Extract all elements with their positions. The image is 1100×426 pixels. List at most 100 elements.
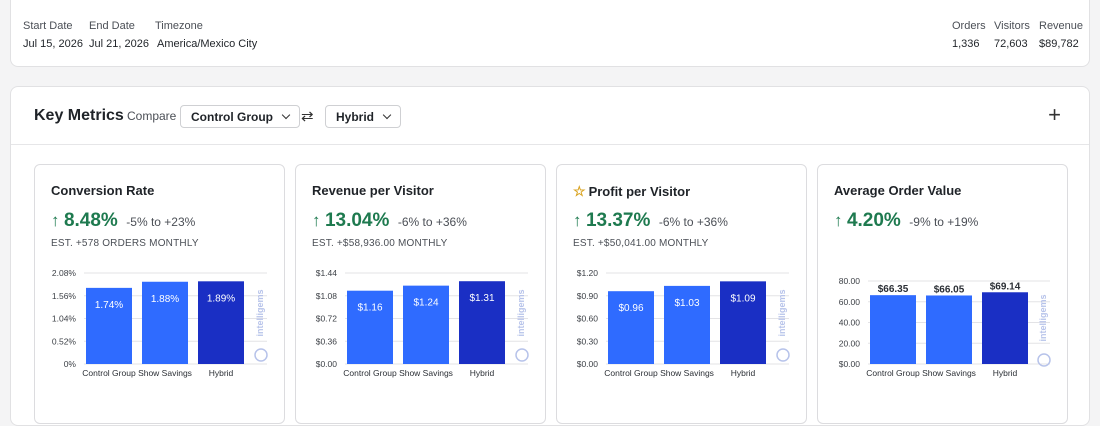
category-label: Show Savings — [399, 368, 453, 378]
key-metrics-header: Key Metrics Compare Control Group ⇄ Hybr… — [11, 87, 1089, 145]
end-date-label: End Date — [89, 20, 135, 32]
revenue-stat: Revenue $89,782 — [1039, 20, 1083, 50]
intelligems-watermark: intelligems — [777, 289, 787, 336]
y-tick-label: $0.60 — [577, 314, 599, 324]
key-metrics-card: Key Metrics Compare Control Group ⇄ Hybr… — [10, 86, 1090, 426]
y-tick-label: $0.72 — [316, 314, 338, 324]
arrow-up-icon: ↑ — [834, 211, 843, 230]
y-tick-label: $0.00 — [316, 359, 338, 369]
metric-lift: ↑ 13.37% -6% to +36% — [573, 210, 728, 232]
metric-title: Revenue per Visitor — [312, 183, 434, 198]
bar — [982, 292, 1028, 364]
arrow-up-icon: ↑ — [312, 211, 321, 230]
metric-card-average-order-value[interactable]: Average Order Value ↑ 4.20% -9% to +19% … — [817, 164, 1068, 424]
lift-percent: 13.37% — [585, 210, 651, 231]
timezone-label: Timezone — [155, 20, 203, 32]
category-label: Control Group — [343, 368, 397, 378]
metric-lift: ↑ 4.20% -9% to +19% — [834, 210, 978, 232]
data-label: $1.09 — [730, 293, 755, 304]
metric-card-conversion-rate[interactable]: Conversion Rate ↑ 8.48% -5% to +23% EST.… — [34, 164, 285, 424]
end-date-value: Jul 21, 2026 — [89, 38, 149, 50]
bar — [926, 295, 972, 364]
data-label: $1.31 — [469, 293, 494, 304]
intelligems-watermark: intelligems — [516, 289, 526, 336]
key-metrics-title: Key Metrics — [34, 107, 124, 124]
metric-title-text: Profit per Visitor — [588, 184, 691, 199]
category-label: Hybrid — [731, 368, 756, 378]
visitors-stat: Visitors 72,603 — [994, 20, 1030, 50]
metric-title: Conversion Rate — [51, 183, 154, 198]
category-label: Hybrid — [470, 368, 495, 378]
compare-a-value: Control Group — [191, 110, 273, 124]
data-label: $1.03 — [674, 298, 699, 309]
intelligems-watermark: intelligems — [255, 289, 265, 336]
visitors-value: 72,603 — [994, 38, 1028, 50]
orders-stat: Orders 1,336 — [952, 20, 986, 50]
visitors-label: Visitors — [994, 20, 1030, 32]
intelligems-watermark: intelligems — [1038, 294, 1048, 341]
category-label: Control Group — [604, 368, 658, 378]
start-date-label: Start Date — [23, 20, 73, 32]
lift-percent: 4.20% — [846, 210, 901, 231]
compare-b-value: Hybrid — [336, 110, 375, 124]
data-label: 1.88% — [151, 294, 179, 305]
data-label: $0.96 — [618, 303, 643, 314]
timezone-value: America/Mexico City — [157, 38, 258, 50]
start-date-group: Start Date Jul 15, 2026 — [23, 20, 83, 50]
orders-value: 1,336 — [952, 38, 980, 50]
y-tick-label: 0% — [64, 359, 77, 369]
metric-title-text: Revenue per Visitor — [312, 183, 434, 198]
lift-percent: 13.04% — [324, 210, 390, 231]
compare-a-select[interactable]: Control Group — [180, 105, 300, 128]
revenue-label: Revenue — [1039, 20, 1084, 32]
data-label: $66.35 — [878, 284, 909, 295]
category-label: Show Savings — [922, 368, 976, 378]
metric-lift: ↑ 13.04% -6% to +36% — [312, 210, 467, 232]
y-tick-label: $0.36 — [316, 336, 338, 346]
metric-title-text: Average Order Value — [834, 183, 962, 198]
bar — [459, 281, 505, 364]
bar — [142, 281, 188, 364]
end-date-group: End Date Jul 21, 2026 — [89, 20, 149, 50]
y-tick-label: $1.08 — [316, 291, 338, 301]
data-label: $1.24 — [413, 298, 438, 309]
add-metric-icon[interactable]: + — [1048, 102, 1061, 127]
lift-percent: 8.48% — [63, 210, 118, 231]
bar-chart: $0.00 $0.36 $0.72 $1.08 $1.44 $1.16 Control Gr… — [316, 268, 529, 378]
test-info-card: Start Date Jul 15, 2026 End Date Jul 21,… — [10, 0, 1090, 67]
y-tick-label: 60.00 — [839, 297, 861, 307]
lift-range: -9% to +19% — [909, 215, 979, 229]
star-icon[interactable]: ☆ — [573, 183, 586, 199]
metric-card-revenue-per-visitor[interactable]: Revenue per Visitor ↑ 13.04% -6% to +36%… — [295, 164, 546, 424]
bar — [870, 295, 916, 364]
category-label: Control Group — [866, 368, 920, 378]
bar-chart: $0.00 20.00 40.00 60.00 80.00 $66.35 Control G… — [839, 276, 1051, 378]
y-tick-label: $0.30 — [577, 336, 599, 346]
y-tick-label: 0.52% — [52, 336, 77, 346]
bar — [608, 291, 654, 364]
data-label: 1.89% — [207, 293, 235, 304]
timezone-group: Timezone America/Mexico City — [155, 20, 257, 50]
y-tick-label: 2.08% — [52, 268, 77, 278]
swap-icon[interactable]: ⇄ — [301, 108, 314, 125]
chevron-down-icon — [281, 110, 291, 120]
metric-title-text: Conversion Rate — [51, 183, 155, 198]
bar — [720, 281, 766, 364]
arrow-up-icon: ↑ — [573, 211, 582, 230]
data-label: $1.16 — [357, 303, 382, 314]
metric-estimate: EST. +$58,936.00 MONTHLY — [312, 238, 448, 249]
y-tick-label: 80.00 — [839, 276, 861, 286]
y-tick-label: 40.00 — [839, 318, 861, 328]
intelligems-logo-icon — [515, 348, 529, 362]
bar — [198, 281, 244, 364]
y-tick-label: 1.04% — [52, 314, 77, 324]
orders-label: Orders — [952, 20, 986, 32]
data-label: 1.74% — [95, 300, 123, 311]
metric-card-profit-per-visitor[interactable]: ☆ Profit per Visitor ↑ 13.37% -6% to +36%… — [556, 164, 807, 424]
metric-title: ☆ Profit per Visitor — [573, 183, 690, 200]
compare-b-select[interactable]: Hybrid — [325, 105, 402, 128]
y-tick-label: $0.00 — [577, 359, 599, 369]
category-label: Hybrid — [209, 368, 234, 378]
start-date-value: Jul 15, 2026 — [23, 38, 83, 50]
y-tick-label: 20.00 — [839, 338, 861, 348]
